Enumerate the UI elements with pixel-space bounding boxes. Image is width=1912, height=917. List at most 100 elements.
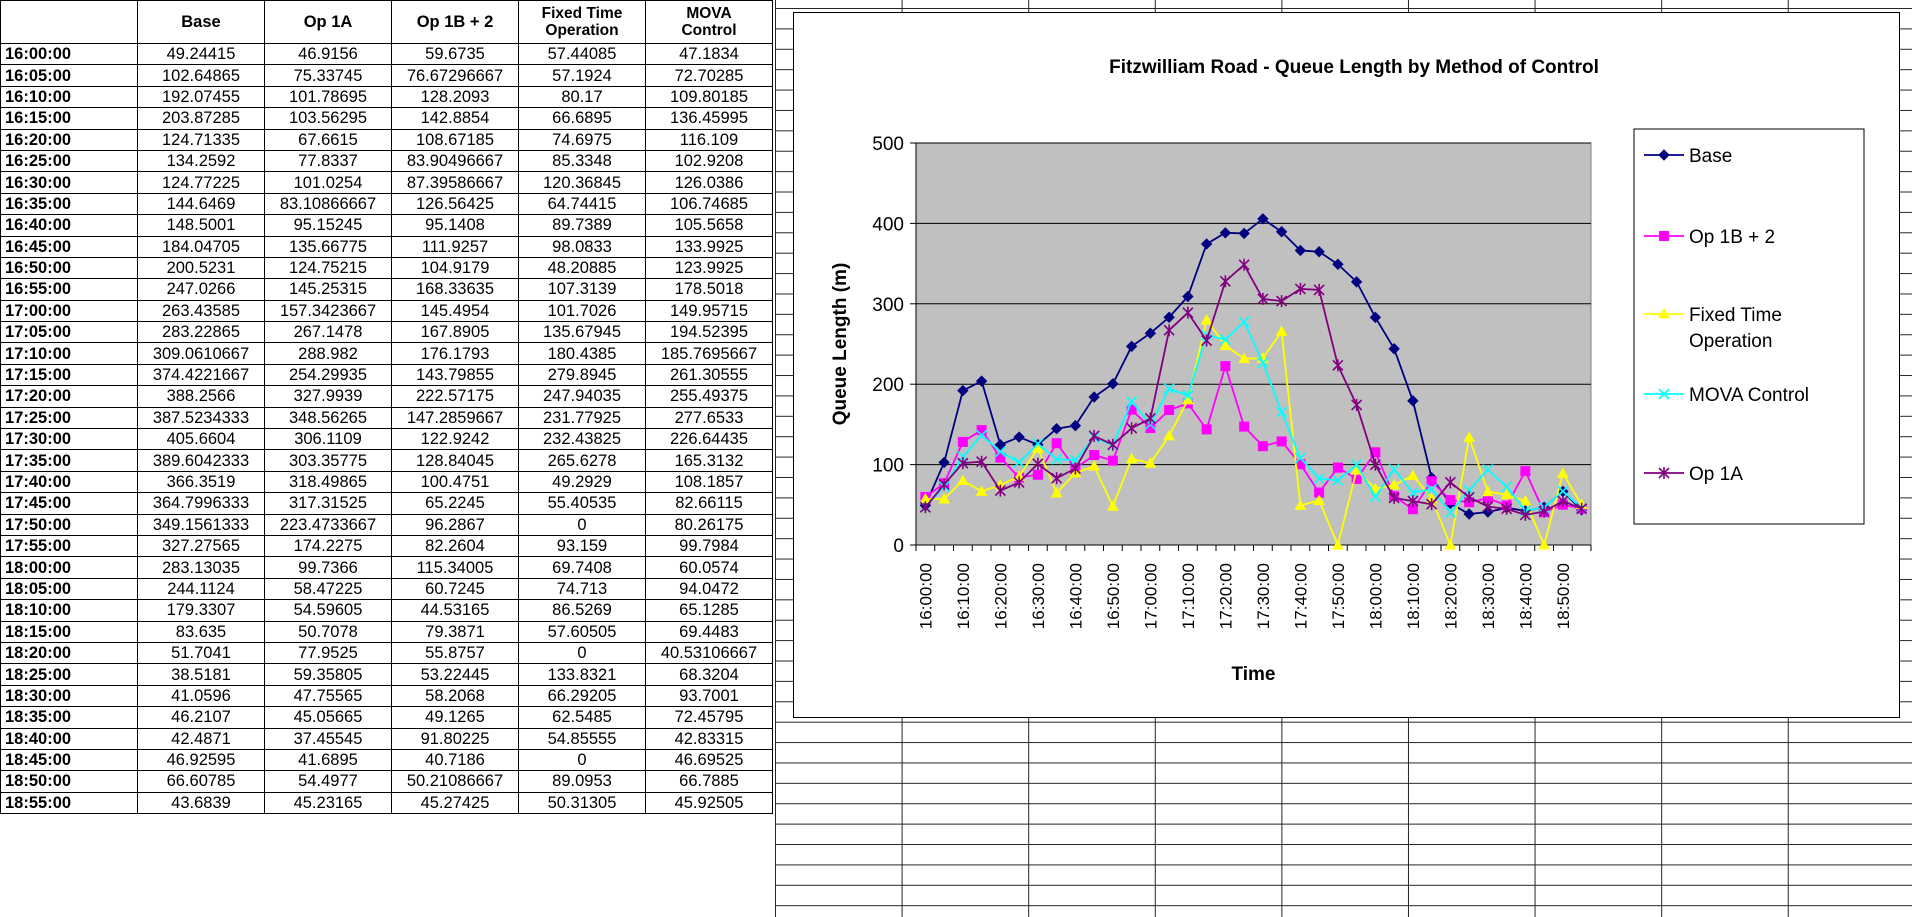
- time-cell[interactable]: 16:50:00: [0, 256, 138, 280]
- value-cell[interactable]: 80.17: [518, 85, 646, 109]
- value-cell[interactable]: 68.3204: [645, 663, 773, 686]
- time-cell[interactable]: 17:45:00: [0, 492, 138, 515]
- value-cell[interactable]: 128.84045: [391, 449, 519, 472]
- value-cell[interactable]: 47.1834: [645, 42, 773, 66]
- time-cell[interactable]: 18:40:00: [0, 727, 138, 750]
- value-cell[interactable]: 116.109: [645, 128, 773, 151]
- value-cell[interactable]: 108.1857: [645, 470, 773, 494]
- value-cell[interactable]: 66.6895: [518, 107, 646, 130]
- value-cell[interactable]: 223.4733667: [264, 513, 392, 536]
- value-cell[interactable]: 66.7885: [645, 770, 773, 793]
- value-cell[interactable]: 133.8321: [518, 663, 646, 686]
- value-cell[interactable]: 374.4221667: [137, 363, 265, 387]
- value-cell[interactable]: 247.0266: [137, 278, 265, 301]
- value-cell[interactable]: 40.53106667: [645, 641, 773, 665]
- value-cell[interactable]: 244.1124: [137, 577, 265, 601]
- value-cell[interactable]: 95.15245: [264, 214, 392, 237]
- value-cell[interactable]: 89.0953: [518, 770, 646, 793]
- value-cell[interactable]: 53.22445: [391, 663, 519, 686]
- value-cell[interactable]: 46.9156: [264, 42, 392, 66]
- value-cell[interactable]: 64.74415: [518, 192, 646, 216]
- time-cell[interactable]: 16:05:00: [0, 64, 138, 87]
- value-cell[interactable]: 65.2245: [391, 492, 519, 515]
- time-cell[interactable]: 17:40:00: [0, 470, 138, 494]
- time-cell[interactable]: 17:05:00: [0, 321, 138, 344]
- value-cell[interactable]: 0: [518, 641, 646, 665]
- value-cell[interactable]: 178.5018: [645, 278, 773, 301]
- time-cell[interactable]: 17:30:00: [0, 428, 138, 451]
- time-cell[interactable]: 16:00:00: [0, 42, 138, 66]
- value-cell[interactable]: 77.8337: [264, 149, 392, 173]
- value-cell[interactable]: 51.7041: [137, 641, 265, 665]
- value-cell[interactable]: 349.1561333: [137, 513, 265, 536]
- value-cell[interactable]: 115.34005: [391, 556, 519, 579]
- value-cell[interactable]: 203.87285: [137, 107, 265, 130]
- value-cell[interactable]: 176.1793: [391, 342, 519, 365]
- value-cell[interactable]: 101.78695: [264, 85, 392, 109]
- time-cell[interactable]: 18:45:00: [0, 748, 138, 772]
- value-cell[interactable]: 45.23165: [264, 791, 392, 815]
- value-cell[interactable]: 59.6735: [391, 42, 519, 66]
- value-cell[interactable]: 69.7408: [518, 556, 646, 579]
- value-cell[interactable]: 318.49865: [264, 470, 392, 494]
- chart-frame[interactable]: Fitzwilliam Road - Queue Length by Metho…: [793, 12, 1900, 718]
- value-cell[interactable]: 66.29205: [518, 684, 646, 708]
- value-cell[interactable]: 46.92595: [137, 748, 265, 772]
- time-cell[interactable]: 17:50:00: [0, 513, 138, 536]
- value-cell[interactable]: 38.5181: [137, 663, 265, 686]
- value-cell[interactable]: 83.10866667: [264, 192, 392, 216]
- value-cell[interactable]: 405.6604: [137, 428, 265, 451]
- value-cell[interactable]: 288.982: [264, 342, 392, 365]
- value-cell[interactable]: 317.31525: [264, 492, 392, 515]
- value-cell[interactable]: 327.27565: [137, 534, 265, 558]
- value-cell[interactable]: 247.94035: [518, 385, 646, 408]
- value-cell[interactable]: 283.13035: [137, 556, 265, 579]
- value-cell[interactable]: 55.8757: [391, 641, 519, 665]
- value-cell[interactable]: 41.0596: [137, 684, 265, 708]
- value-cell[interactable]: 72.45795: [645, 706, 773, 729]
- time-cell[interactable]: 18:15:00: [0, 620, 138, 643]
- value-cell[interactable]: 180.4385: [518, 342, 646, 365]
- value-cell[interactable]: 87.39586667: [391, 171, 519, 194]
- time-cell[interactable]: 18:25:00: [0, 663, 138, 686]
- value-cell[interactable]: 111.9257: [391, 235, 519, 258]
- value-cell[interactable]: 66.60785: [137, 770, 265, 793]
- value-cell[interactable]: 265.6278: [518, 449, 646, 472]
- value-cell[interactable]: 54.85555: [518, 727, 646, 750]
- value-cell[interactable]: 135.67945: [518, 321, 646, 344]
- value-cell[interactable]: 174.2275: [264, 534, 392, 558]
- time-cell[interactable]: 16:20:00: [0, 128, 138, 151]
- value-cell[interactable]: 57.60505: [518, 620, 646, 643]
- value-cell[interactable]: 106.74685: [645, 192, 773, 216]
- value-cell[interactable]: 157.3423667: [264, 299, 392, 323]
- value-cell[interactable]: 303.35775: [264, 449, 392, 472]
- value-cell[interactable]: 222.57175: [391, 385, 519, 408]
- value-cell[interactable]: 364.7996333: [137, 492, 265, 515]
- time-cell[interactable]: 17:25:00: [0, 406, 138, 430]
- value-cell[interactable]: 46.69525: [645, 748, 773, 772]
- value-cell[interactable]: 184.04705: [137, 235, 265, 258]
- time-cell[interactable]: 16:30:00: [0, 171, 138, 194]
- value-cell[interactable]: 306.1109: [264, 428, 392, 451]
- value-cell[interactable]: 58.47225: [264, 577, 392, 601]
- value-cell[interactable]: 91.80225: [391, 727, 519, 750]
- time-cell[interactable]: 18:20:00: [0, 641, 138, 665]
- value-cell[interactable]: 50.21086667: [391, 770, 519, 793]
- value-cell[interactable]: 49.24415: [137, 42, 265, 66]
- value-cell[interactable]: 263.43585: [137, 299, 265, 323]
- value-cell[interactable]: 122.9242: [391, 428, 519, 451]
- value-cell[interactable]: 57.1924: [518, 64, 646, 87]
- value-cell[interactable]: 0: [518, 513, 646, 536]
- value-cell[interactable]: 135.66775: [264, 235, 392, 258]
- value-cell[interactable]: 136.45995: [645, 107, 773, 130]
- time-cell[interactable]: 18:35:00: [0, 706, 138, 729]
- value-cell[interactable]: 67.6615: [264, 128, 392, 151]
- time-cell[interactable]: 16:10:00: [0, 85, 138, 109]
- time-cell[interactable]: 17:15:00: [0, 363, 138, 387]
- value-cell[interactable]: 55.40535: [518, 492, 646, 515]
- value-cell[interactable]: 95.1408: [391, 214, 519, 237]
- value-cell[interactable]: 104.9179: [391, 256, 519, 280]
- value-cell[interactable]: 179.3307: [137, 599, 265, 622]
- value-cell[interactable]: 124.71335: [137, 128, 265, 151]
- value-cell[interactable]: 99.7984: [645, 534, 773, 558]
